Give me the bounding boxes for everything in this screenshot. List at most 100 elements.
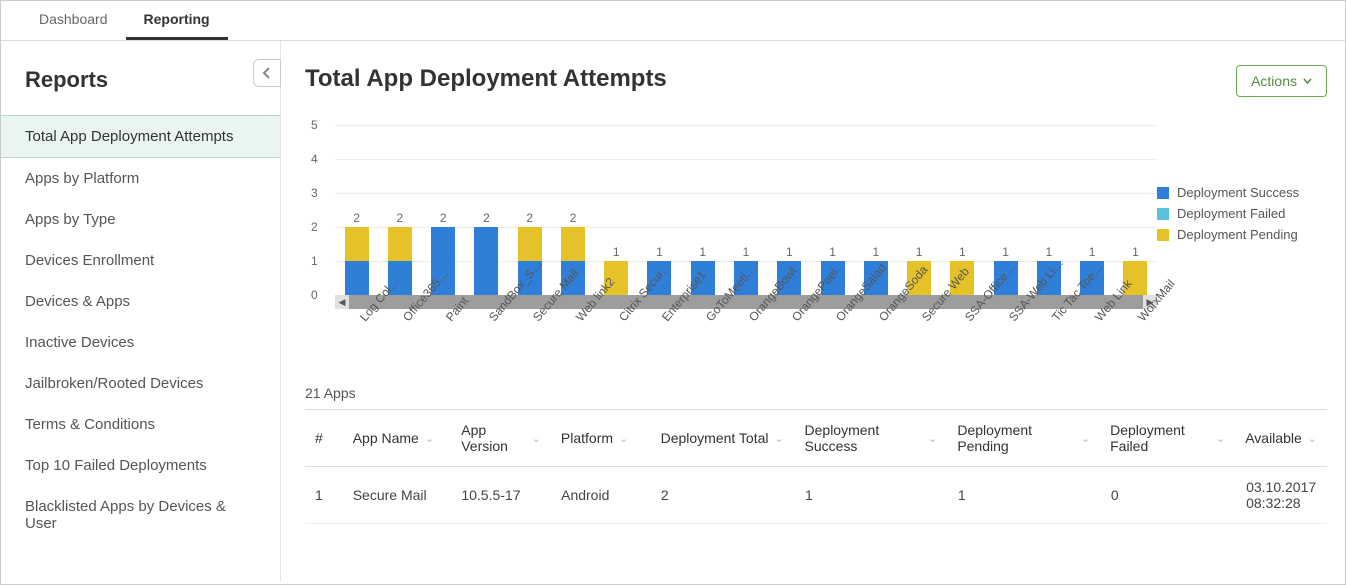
sidebar-item[interactable]: Inactive Devices [1,322,280,363]
page-title: Total App Deployment Attempts [305,65,667,93]
bar-value-label: 2 [397,211,404,225]
actions-button-label: Actions [1251,73,1297,89]
bar-segment-success [345,261,369,295]
bar-value-label: 1 [1002,245,1009,259]
y-tick: 2 [311,220,318,234]
sort-icon: ⌄ [1081,432,1090,445]
sidebar-title: Reports [1,61,280,115]
bar-value-label: 1 [959,245,966,259]
actions-button[interactable]: Actions [1236,65,1327,97]
bar-value-label: 1 [872,245,879,259]
bar[interactable]: 2 [335,125,378,295]
sidebar-item[interactable]: Total App Deployment Attempts [1,115,280,158]
bar[interactable]: 1 [595,125,638,295]
sidebar-item[interactable]: Apps by Type [1,199,280,240]
chart-legend: Deployment Success Deployment Failed Deplo… [1157,125,1327,379]
table-cell: 2 [651,467,795,523]
sidebar-item[interactable]: Terms & Conditions [1,404,280,445]
chart-x-labels: Log Col…Office365…PaintSandBox_S…Secure … [335,309,1157,379]
bar-segment-success [474,227,498,295]
legend-label: Deployment Success [1177,185,1299,200]
collapse-sidebar-button[interactable] [253,59,281,87]
content-area: Total App Deployment Attempts Actions 01… [281,41,1345,582]
column-header[interactable]: Deployment Total⌄ [651,410,795,466]
bar-segment-pending [345,227,369,261]
column-header[interactable]: App Name⌄ [343,410,452,466]
bar-value-label: 1 [613,245,620,259]
column-header[interactable]: # [305,410,343,466]
sort-icon: ⌄ [425,432,434,445]
table-cell: 1 [948,467,1101,523]
column-header[interactable]: App Version⌄ [451,410,551,466]
bar-value-label: 1 [829,245,836,259]
main-layout: Reports Total App Deployment AttemptsApp… [1,41,1345,582]
y-tick: 4 [311,152,318,166]
sort-icon: ⌄ [775,432,784,445]
table-cell: 03.10.2017 08:32:28 [1236,467,1327,523]
bar[interactable]: 2 [378,125,421,295]
chart: 012345 2222221111111111111 ◀ ▶ Log Col…O… [305,125,1327,379]
bar-value-label: 2 [353,211,360,225]
column-header[interactable]: Available⌄ [1235,410,1327,466]
bar[interactable]: 1 [1114,125,1157,295]
bar-value-label: 1 [1132,245,1139,259]
bar-value-label: 2 [483,211,490,225]
column-header[interactable]: Platform⌄ [551,410,651,466]
legend-label: Deployment Failed [1177,206,1285,221]
sidebar-item[interactable]: Devices Enrollment [1,240,280,281]
table-cell: 1 [795,467,948,523]
y-tick: 1 [311,254,318,268]
tab-bar: DashboardReporting [1,1,1345,41]
bar-value-label: 1 [786,245,793,259]
legend-swatch [1157,187,1169,199]
y-tick: 5 [311,118,318,132]
table-cell: 0 [1101,467,1236,523]
bar-value-label: 1 [699,245,706,259]
bar-segment-pending [561,227,585,261]
sidebar-list: Total App Deployment AttemptsApps by Pla… [1,115,280,544]
column-header[interactable]: Deployment Failed⌄ [1100,410,1235,466]
y-tick: 3 [311,186,318,200]
sidebar-item[interactable]: Top 10 Failed Deployments [1,445,280,486]
bar-segment-pending [388,227,412,261]
sidebar-item[interactable]: Apps by Platform [1,158,280,199]
bar-segment-pending [518,227,542,261]
bar[interactable]: 1 [681,125,724,295]
sort-icon: ⌄ [532,432,541,445]
apps-count: 21 Apps [305,385,1327,401]
bar-value-label: 1 [743,245,750,259]
legend-swatch [1157,208,1169,220]
legend-item[interactable]: Deployment Success [1157,185,1327,200]
sidebar-item[interactable]: Blacklisted Apps by Devices & User [1,486,280,544]
table-cell: Secure Mail [343,467,452,523]
y-tick: 0 [311,288,318,302]
apps-table: #App Name⌄App Version⌄Platform⌄Deploymen… [305,409,1327,524]
scroll-left-button[interactable]: ◀ [335,295,349,309]
chevron-left-icon [262,67,272,79]
bar-value-label: 1 [1089,245,1096,259]
sidebar-item[interactable]: Devices & Apps [1,281,280,322]
table-cell: Android [551,467,651,523]
sort-icon: ⌄ [1216,432,1225,445]
legend-item[interactable]: Deployment Failed [1157,206,1327,221]
bar-value-label: 2 [570,211,577,225]
column-header[interactable]: Deployment Success⌄ [795,410,948,466]
table-row[interactable]: 1Secure Mail10.5.5-17Android211003.10.20… [305,467,1327,524]
sort-icon: ⌄ [1308,432,1317,445]
table-cell: 10.5.5-17 [451,467,551,523]
tab-dashboard[interactable]: Dashboard [21,1,126,40]
sidebar-item[interactable]: Jailbroken/Rooted Devices [1,363,280,404]
sort-icon: ⌄ [619,432,628,445]
bar[interactable]: 2 [465,125,508,295]
legend-item[interactable]: Deployment Pending [1157,227,1327,242]
bar-value-label: 1 [656,245,663,259]
column-header[interactable]: Deployment Pending⌄ [947,410,1100,466]
table-cell: 1 [305,467,343,523]
sidebar: Reports Total App Deployment AttemptsApp… [1,41,281,582]
chevron-down-icon [1303,78,1312,84]
tab-reporting[interactable]: Reporting [126,1,228,40]
bar-value-label: 2 [440,211,447,225]
legend-swatch [1157,229,1169,241]
legend-label: Deployment Pending [1177,227,1298,242]
bar-value-label: 1 [916,245,923,259]
